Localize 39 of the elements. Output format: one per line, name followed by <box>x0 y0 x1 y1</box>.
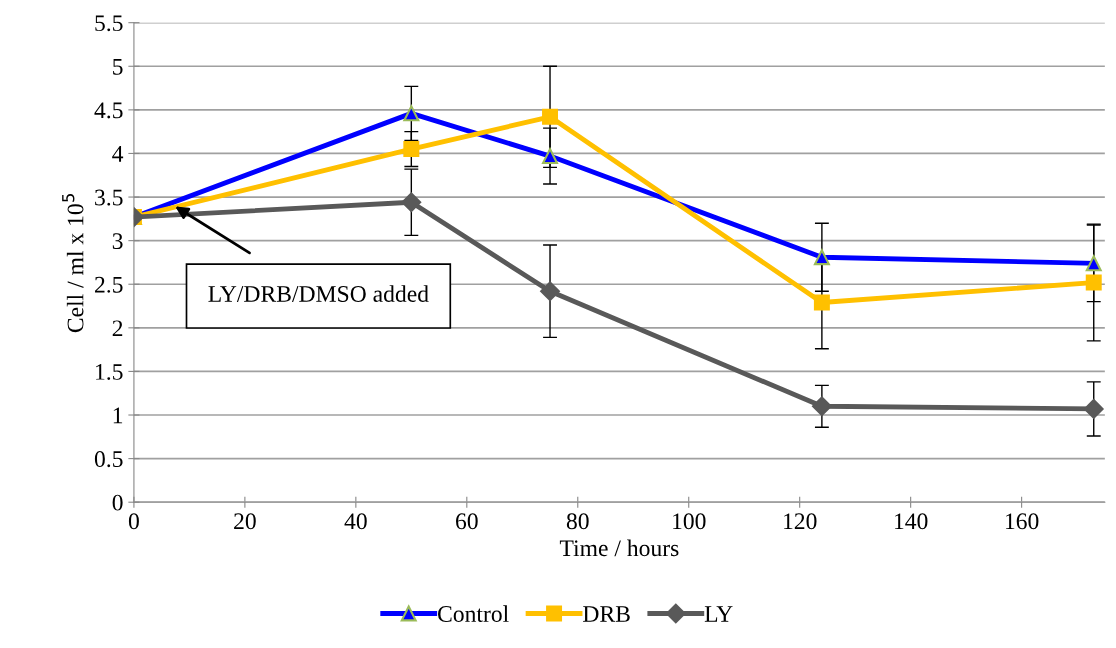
point <box>403 105 420 122</box>
legend-label: Control <box>438 605 509 622</box>
y-tick-label: 4.5 <box>94 102 123 119</box>
x-tick-label: 20 <box>234 513 256 530</box>
point <box>403 141 420 158</box>
point <box>542 148 559 165</box>
y-tick-label: 2.5 <box>95 276 123 293</box>
point <box>1085 274 1102 291</box>
y-tick-label: 0 <box>112 494 123 511</box>
point <box>1085 255 1102 272</box>
y-tick-label: 4 <box>112 146 124 162</box>
point <box>813 294 830 311</box>
x-tick-label: 140 <box>895 513 928 530</box>
x-tick-label: 0 <box>128 513 139 530</box>
point <box>1083 399 1104 419</box>
point <box>401 192 422 213</box>
legend-label: LY <box>704 606 733 622</box>
y-tick-label: 3.5 <box>95 189 123 206</box>
y-tick-label: 5 <box>113 59 123 75</box>
y-tick-label: 3 <box>112 233 123 250</box>
y-tick-label: 1 <box>113 407 123 424</box>
x-tick-label: 100 <box>673 513 706 530</box>
point <box>812 396 832 417</box>
x-axis-title: Time / hours <box>559 539 679 557</box>
point <box>542 108 559 125</box>
y-tick-label: 2 <box>112 320 123 337</box>
annotation: LY/DRB/DMSO added <box>208 285 429 302</box>
y-tick-label: 1.5 <box>96 364 123 380</box>
y-tick-label: 0.5 <box>94 451 123 468</box>
x-tick-label: 160 <box>1005 513 1039 530</box>
legend-label: DRB <box>583 606 630 622</box>
x-tick-label: 60 <box>456 513 478 530</box>
x-tick-label: 120 <box>784 513 817 530</box>
y-tick-label: 5.5 <box>95 15 123 32</box>
point <box>813 249 830 266</box>
point <box>540 281 560 302</box>
x-tick-label: 80 <box>566 513 589 530</box>
x-tick-label: 40 <box>344 513 367 530</box>
y-axis-title: Cell / ml x 10$^{5}$ <box>62 194 84 333</box>
